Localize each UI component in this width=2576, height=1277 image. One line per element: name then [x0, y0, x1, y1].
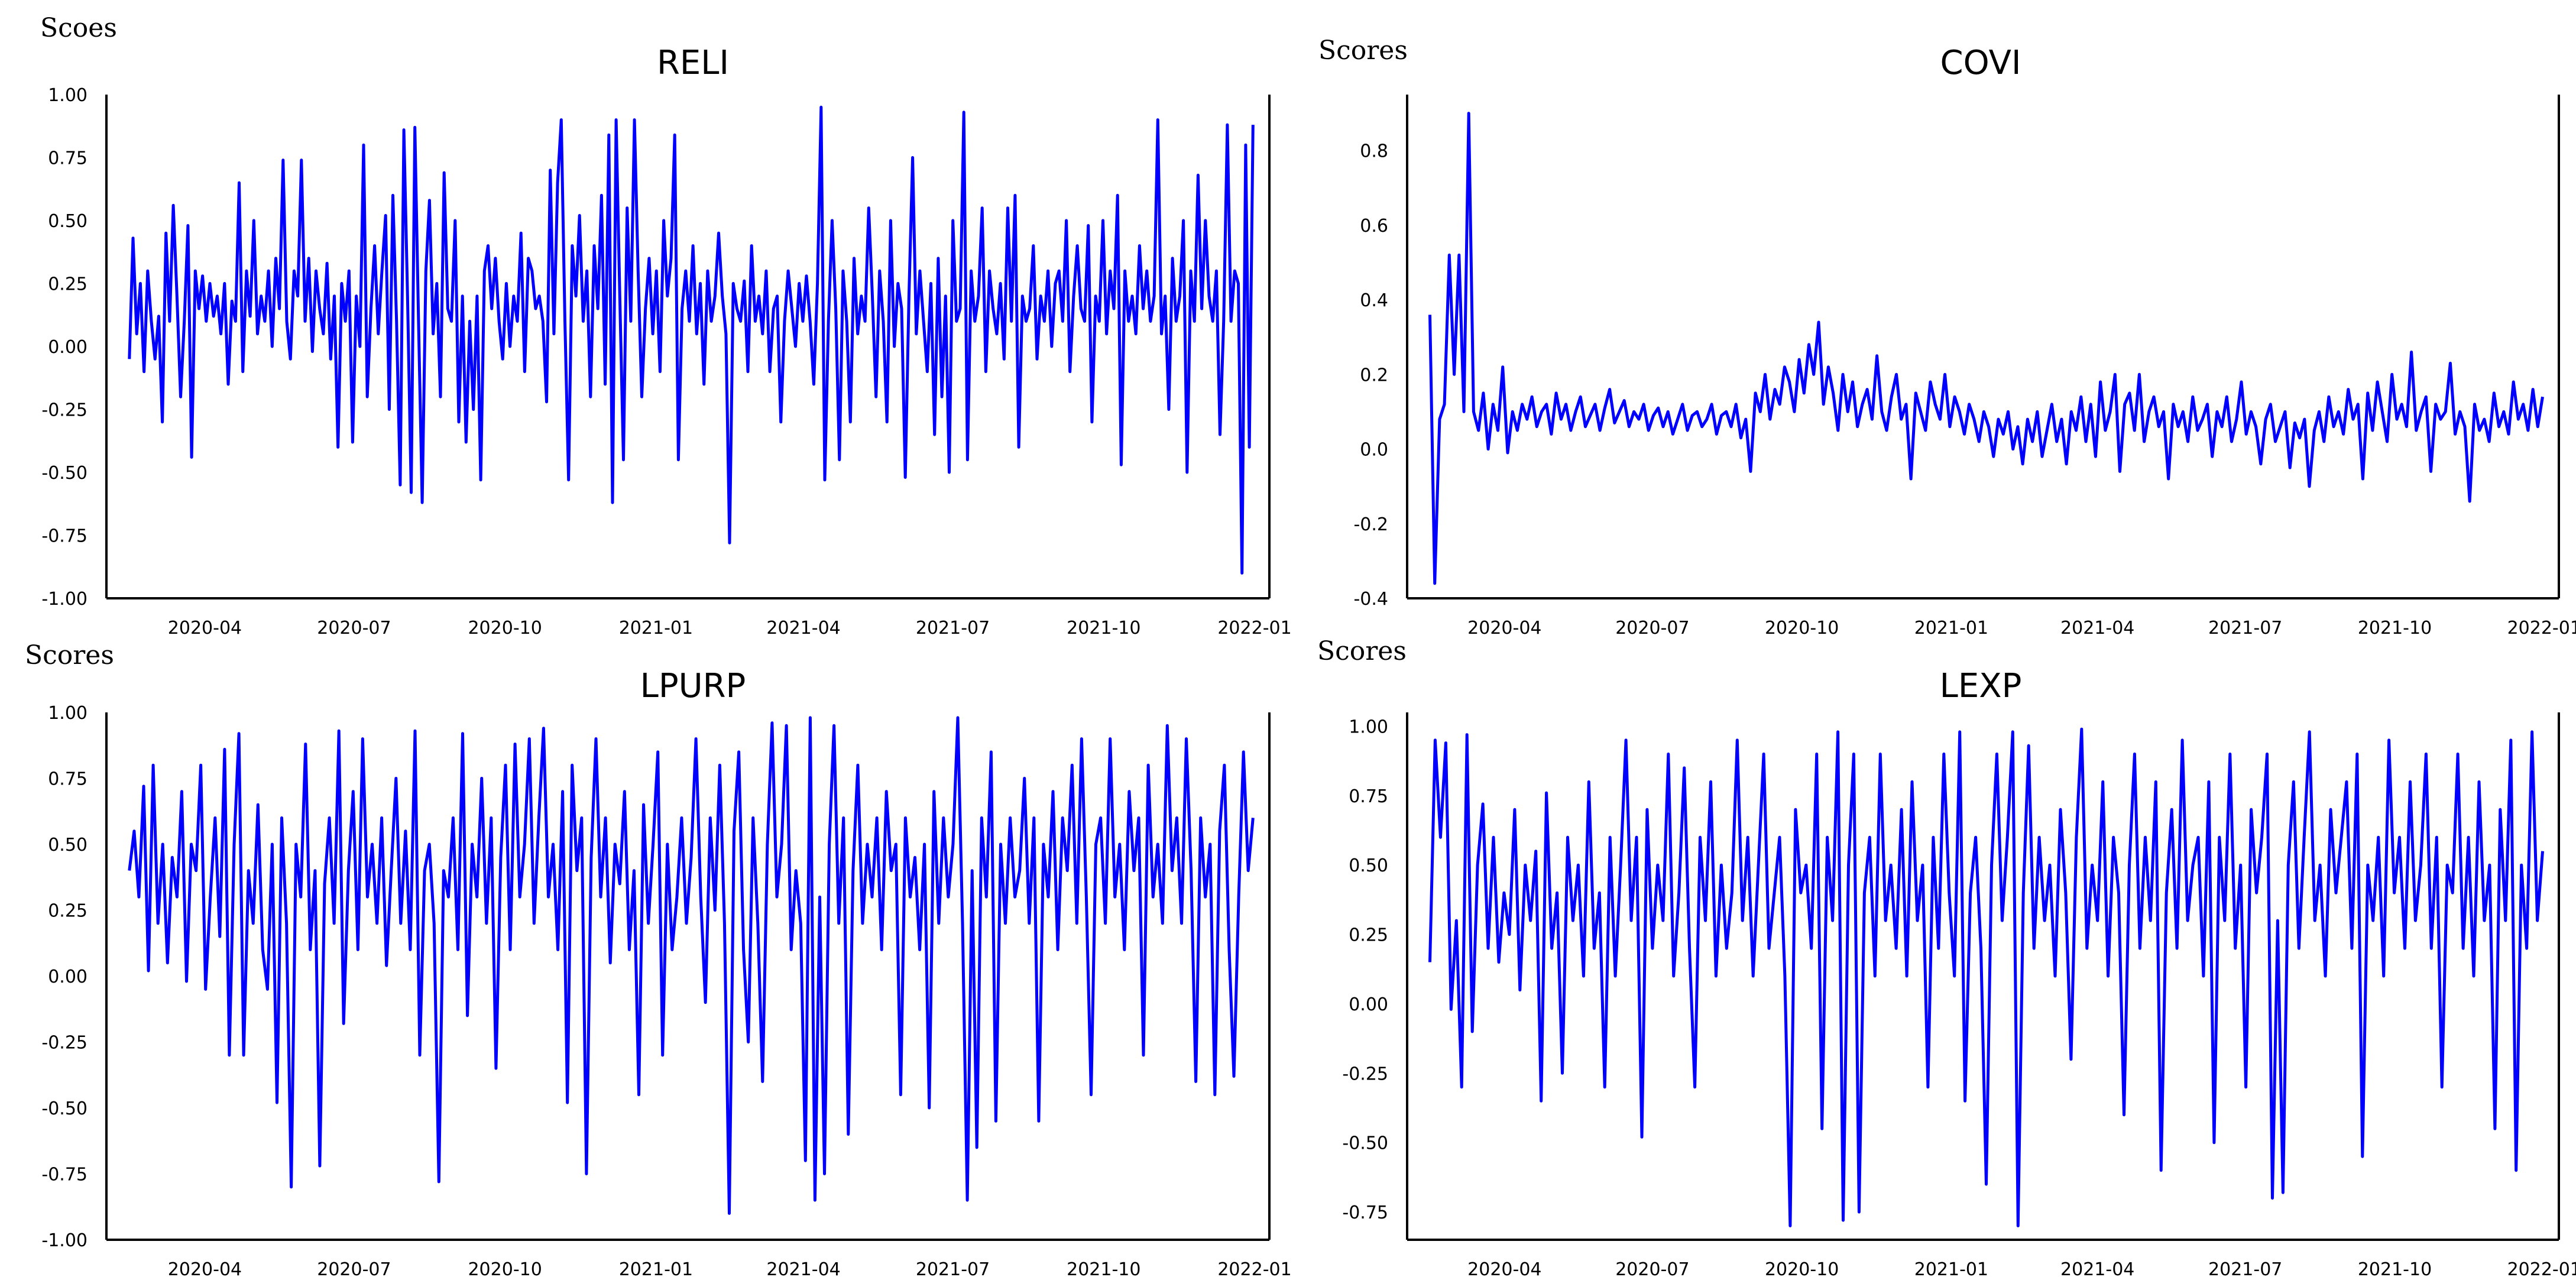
y-axis-label: Scoes: [40, 13, 117, 43]
x-tick-label: 2021-01: [619, 618, 693, 638]
x-tick-label: 2020-07: [1615, 1259, 1689, 1277]
chart-svg-covi: 0.8 0.6 0.4 0.2 0.0 -0.2 -0.4 2020-04 2020-07 202…: [1353, 95, 2576, 638]
y-tick-label: 0.25: [48, 274, 88, 295]
y-tick-label: 0.50: [48, 211, 88, 232]
chart-panel-reli: 1.00 0.75 0.50 0.25 0.00 -0.25 -0.50 -0.75 -1.00…: [0, 0, 1292, 638]
y-tick-label: 0.75: [48, 148, 88, 169]
y-tick-label: 0.25: [1349, 925, 1388, 946]
chart-panel-covi: 0.8 0.6 0.4 0.2 0.0 -0.2 -0.4 2020-04 2020-07 202…: [1288, 0, 2576, 638]
chart-svg-lexp: 1.00 0.75 0.50 0.25 0.00 -0.25 -0.50 -0.75 2020-…: [1342, 712, 2576, 1277]
y-tick-label: -0.2: [1353, 514, 1388, 535]
chart-title: LEXP: [1939, 667, 2022, 705]
y-tick-label: 0.00: [1349, 994, 1388, 1015]
y-tick-label: -0.25: [41, 1033, 88, 1054]
x-tick-label: 2020-07: [317, 618, 391, 638]
y-axis-label: Scores: [1318, 35, 1408, 66]
y-tick-label: -0.75: [1342, 1203, 1388, 1223]
chart-title: LPURP: [640, 667, 746, 705]
x-tick-label: 2020-07: [1615, 618, 1689, 638]
x-tick-label: 2020-04: [168, 618, 242, 638]
y-axis-label: Scores: [1317, 636, 1407, 666]
y-tick-label: 0.0: [1360, 440, 1388, 461]
y-tick-label: -0.50: [41, 463, 88, 484]
x-tick-label: 2020-10: [468, 618, 542, 638]
x-tick-label: 2021-01: [1914, 1259, 1988, 1277]
x-tick-label: 2021-07: [916, 618, 990, 638]
y-tick-label: 0.00: [48, 967, 88, 987]
y-tick-label: 1.00: [1349, 717, 1388, 737]
x-tick-label: 2021-07: [2208, 1259, 2282, 1277]
y-axis-label: Scores: [25, 640, 114, 670]
chart-title: COVI: [1940, 44, 2021, 82]
x-tick-label: 2020-10: [468, 1259, 542, 1277]
y-tick-label: -0.25: [1342, 1064, 1388, 1084]
y-tick-label: 0.50: [48, 835, 88, 855]
x-tick-label: 2020-04: [1467, 1259, 1541, 1277]
y-tick-label: 0.00: [48, 337, 88, 358]
x-tick-label: 2021-10: [2358, 1259, 2432, 1277]
x-tick-label: 2021-07: [2208, 618, 2282, 638]
x-tick-label: 2021-04: [2060, 618, 2134, 638]
y-tick-label: 1.00: [48, 703, 88, 724]
x-tick-label: 2021-10: [2358, 618, 2432, 638]
y-tick-label: 0.6: [1360, 216, 1388, 236]
y-tick-label: -0.75: [41, 1165, 88, 1185]
y-tick-label: 0.4: [1360, 290, 1388, 311]
x-tick-label: 2021-01: [619, 1259, 693, 1277]
chart-svg-lpurp: 1.00 0.75 0.50 0.25 0.00 -0.25 -0.50 -0.75 -1.00…: [41, 703, 1291, 1277]
y-tick-label: -0.25: [41, 400, 88, 421]
y-tick-label: -1.00: [41, 589, 88, 610]
series-line: [1428, 727, 2544, 1227]
x-tick-label: 2021-04: [766, 618, 840, 638]
chart-title: RELI: [656, 44, 730, 82]
x-tick-label: 2020-10: [1765, 1259, 1839, 1277]
chart-panel-lpurp: 1.00 0.75 0.50 0.25 0.00 -0.25 -0.50 -0.75 -1.00…: [0, 638, 1292, 1277]
x-tick-label: 2020-04: [1467, 618, 1541, 638]
x-tick-label: 2021-01: [1914, 618, 1988, 638]
x-tick-label: 2020-10: [1765, 618, 1839, 638]
y-tick-label: 0.75: [1349, 786, 1388, 807]
x-tick-label: 2022-01: [2507, 1259, 2576, 1277]
y-tick-label: 0.25: [48, 901, 88, 922]
series-line: [128, 105, 1255, 575]
y-tick-label: 1.00: [48, 85, 88, 106]
x-tick-label: 2022-01: [1217, 1259, 1291, 1277]
x-tick-label: 2021-10: [1067, 618, 1140, 638]
y-tick-label: -0.50: [41, 1098, 88, 1119]
y-tick-label: -0.50: [1342, 1133, 1388, 1154]
series-line: [128, 716, 1255, 1215]
chart-panel-lexp: 1.00 0.75 0.50 0.25 0.00 -0.25 -0.50 -0.75 2020-…: [1288, 636, 2576, 1277]
y-tick-label: -0.4: [1353, 589, 1388, 610]
x-tick-label: 2021-10: [1067, 1259, 1140, 1277]
y-tick-label: 0.8: [1360, 141, 1388, 162]
y-tick-label: -0.75: [41, 526, 88, 547]
x-tick-label: 2022-01: [2507, 618, 2576, 638]
x-tick-label: 2021-04: [766, 1259, 840, 1277]
series-line: [1428, 112, 2544, 585]
y-tick-label: -1.00: [41, 1230, 88, 1251]
x-tick-label: 2020-07: [317, 1259, 391, 1277]
x-tick-label: 2021-04: [2060, 1259, 2134, 1277]
y-tick-label: 0.75: [48, 769, 88, 790]
y-tick-label: 0.2: [1360, 365, 1388, 385]
chart-svg-reli: 1.00 0.75 0.50 0.25 0.00 -0.25 -0.50 -0.75 -1.00…: [41, 85, 1291, 638]
x-tick-label: 2022-01: [1217, 618, 1291, 638]
x-tick-label: 2020-04: [168, 1259, 242, 1277]
x-tick-label: 2021-07: [916, 1259, 990, 1277]
y-tick-label: 0.50: [1349, 855, 1388, 876]
